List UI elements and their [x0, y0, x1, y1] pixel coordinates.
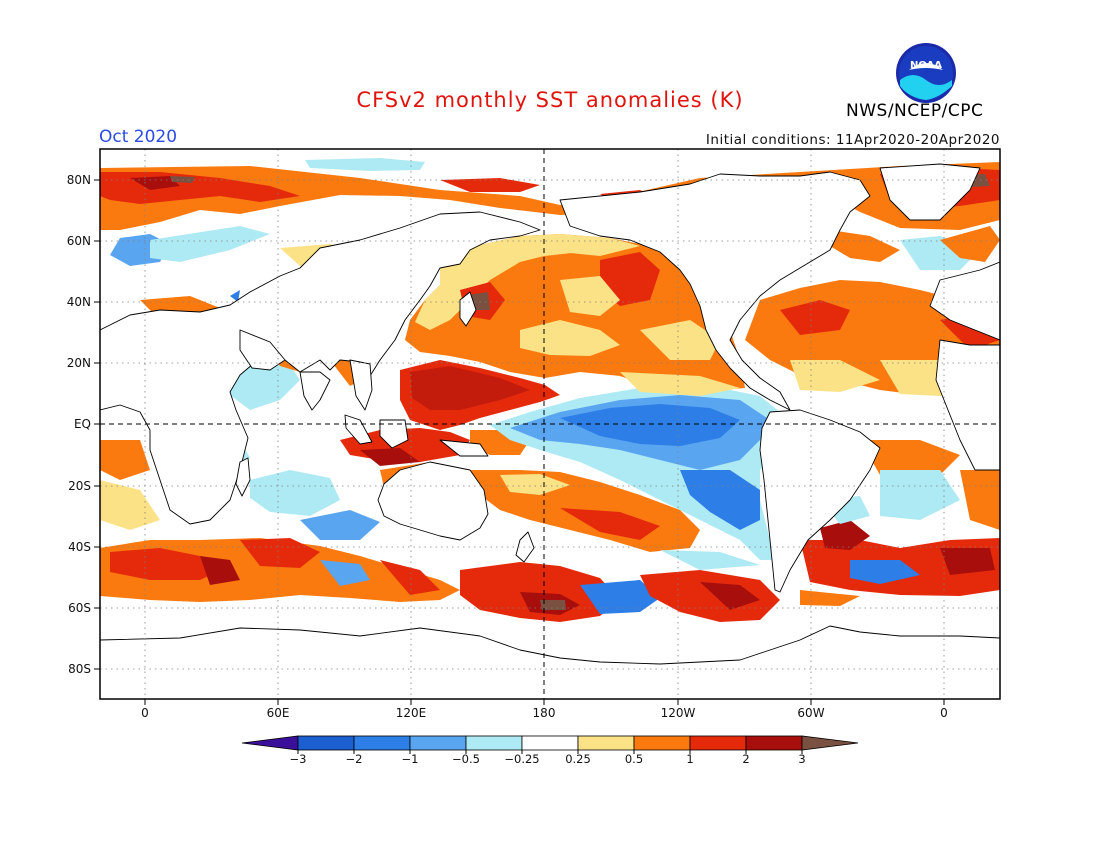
lon-label: 60E — [267, 706, 290, 720]
org-label: NWS/NCEP/CPC — [846, 101, 984, 121]
lon-label: 60W — [797, 706, 824, 720]
lon-label: 120E — [396, 706, 427, 720]
logo-text: NOAA — [910, 60, 942, 71]
colorbar-tick-label: −2 — [346, 752, 363, 766]
colorbar-box — [745, 735, 803, 751]
colorbar-tick-label: −0.25 — [504, 752, 539, 766]
reference-lines — [100, 149, 1000, 699]
colorbar-box — [465, 735, 523, 751]
colorbar-box — [521, 735, 579, 751]
lat-label: 20N — [67, 356, 91, 370]
colorbar-tick-label: −1 — [402, 752, 419, 766]
colorbar-box — [409, 735, 467, 751]
colorbar-tick-label: −0.5 — [452, 752, 480, 766]
lat-label: 40N — [67, 295, 91, 309]
colorbar-tick-label: 3 — [798, 752, 805, 766]
land-north-america — [559, 171, 871, 411]
continents — [100, 163, 1000, 699]
colorbar: −3 −2 −1 −0.5 −0.25 0.25 0.5 1 2 3 — [241, 735, 859, 766]
land-africa-eurasia — [100, 211, 541, 525]
colorbar-box — [297, 735, 355, 751]
colorbar-tick-label: 2 — [742, 752, 749, 766]
colorbar-min-arrow — [241, 735, 299, 751]
tick-marks — [94, 179, 945, 705]
lat-label: EQ — [74, 417, 91, 431]
land-south-america — [759, 409, 881, 593]
lon-label: 180 — [533, 706, 556, 720]
lat-label: 60N — [67, 234, 91, 248]
initial-conditions: Initial conditions: 11Apr2020-20Apr2020 — [705, 132, 1000, 148]
colorbar-tick-label: 0.25 — [565, 752, 591, 766]
land-australia — [377, 461, 489, 541]
colorbar-tick-label: 0.5 — [625, 752, 643, 766]
forecast-month: Oct 2020 — [99, 127, 178, 147]
lon-label: 120W — [661, 706, 696, 720]
colorbar-box — [353, 735, 411, 751]
colorbar-max-arrow — [801, 735, 859, 751]
colorbar-box — [633, 735, 691, 751]
lon-label: 0 — [141, 706, 149, 720]
chart-title: CFSv2 monthly SST anomalies (K) — [356, 88, 744, 112]
colorbar-tick-label: −3 — [290, 752, 307, 766]
lat-label: 80N — [67, 173, 91, 187]
lon-label: 0 — [940, 706, 948, 720]
lat-label: 80S — [68, 662, 91, 676]
colorbar-box — [689, 735, 747, 751]
land-antarctica — [100, 625, 1000, 699]
lat-label: 40S — [68, 540, 91, 554]
noaa-logo: NOAA — [896, 43, 956, 103]
lat-label: 20S — [68, 479, 91, 493]
colorbar-tick-label: 1 — [686, 752, 693, 766]
lat-label: 60S — [68, 601, 91, 615]
colorbar-box — [577, 735, 635, 751]
